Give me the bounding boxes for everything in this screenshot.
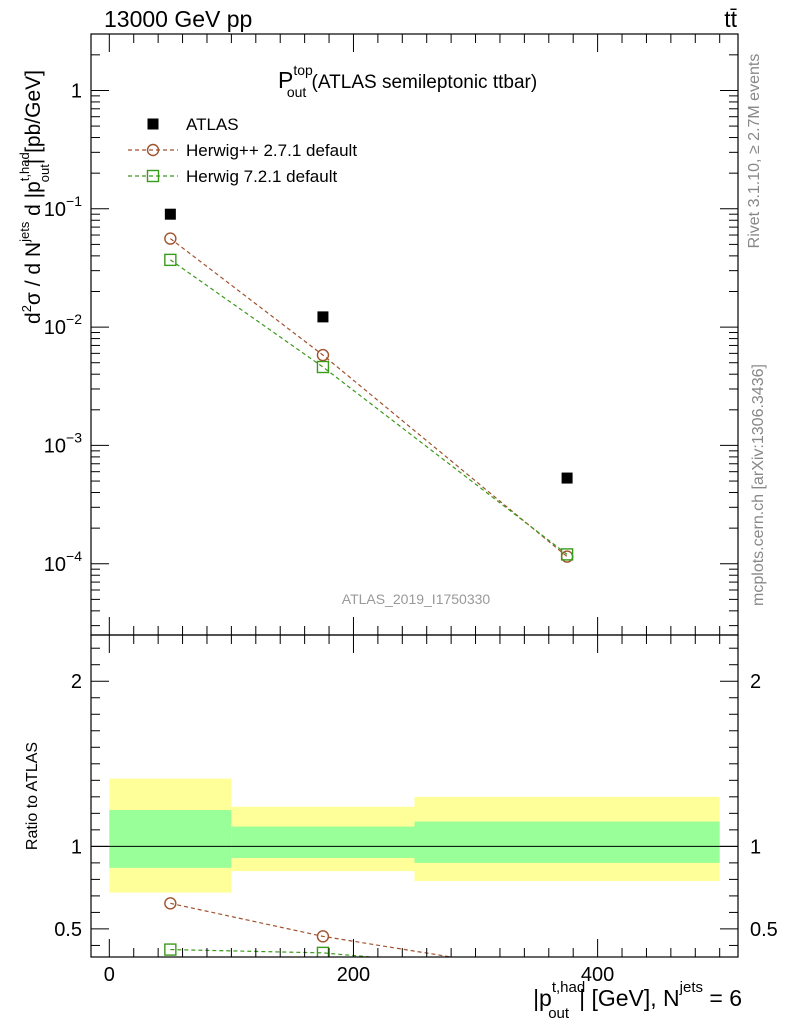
ratio-data-point [164,943,177,956]
mcplots-label: mcplots.cern.ch [arXiv:1306.3436] [750,364,767,606]
analysis-id-label: ATLAS_2019_I1750330 [342,591,491,607]
ratio-series-line [170,948,378,957]
main-panel: 10−4 10−3 10−2 10−1 1 Ptop out (ATLAS semilep… [17,33,739,636]
main-y-tick-label: 1 [71,80,82,102]
main-y-tick-label: 10−2 [44,311,82,339]
legend-marker [146,143,160,157]
main-y-tick-label: 10−4 [44,548,82,576]
x-tick-label: 0 [104,964,115,986]
uncertainty-band-stat [231,826,415,858]
uncertainty-band-stat [414,821,720,863]
ratio-y-tick-label: 1 [71,836,82,858]
legend-label: ATLAS [186,115,239,134]
uncertainty-band-stat [109,810,232,868]
ratio-y-tick-label: 2 [750,671,761,693]
main-y-tick-label: 10−3 [44,429,82,457]
data-point [164,208,176,220]
rivet-version-label: Rivet 3.1.10, ≥ 2.7M events [746,54,763,249]
series-line [170,259,568,555]
ratio-y-tick-label: 2 [71,671,82,693]
legend: ATLAS Herwig++ 2.7.1 default Herwig 7.2.1 … [128,115,357,186]
x-tick-label: 200 [337,964,370,986]
data-point [316,360,330,374]
energy-label: 13000 GeV pp [104,6,252,32]
ratio-y-axis-label: Ratio to ATLAS [24,742,41,850]
legend-marker [147,118,159,130]
ratio-frame [90,634,739,958]
data-point [316,348,330,362]
process-label: tt̄ [724,6,737,32]
data-point [560,548,574,561]
legend-marker [146,169,160,183]
series-line [169,238,568,558]
ratio-panel: 0.5 0.5 1 1 2 2 0 200 400 Ratio to ATLAS |pt,ha… [24,634,778,1022]
data-point [317,311,329,323]
ratio-data-point [316,946,330,957]
main-y-axis-label: d2σ / d Njets d |pt,had out| [pb/GeV] [17,70,52,324]
main-title: Ptop out (ATLAS semileptonic ttbar) [278,62,537,100]
ratio-y-tick-label: 0.5 [750,919,778,941]
x-axis-label: |pt,had out| [GeV], Njets = 6 [533,979,742,1022]
data-point [164,232,177,245]
main-y-tick-label: 10−1 [44,193,82,221]
legend-label: Herwig++ 2.7.1 default [186,141,357,160]
legend-label: Herwig 7.2.1 default [186,167,337,186]
data-point [164,253,177,267]
ratio-series-line [170,902,455,957]
ratio-data-point [164,897,177,910]
ratio-y-tick-label: 1 [750,836,761,858]
data-point [561,472,573,484]
ratio-y-tick-label: 0.5 [54,919,82,941]
x-tick-label: 400 [581,964,614,986]
ratio-data-point [316,930,330,943]
